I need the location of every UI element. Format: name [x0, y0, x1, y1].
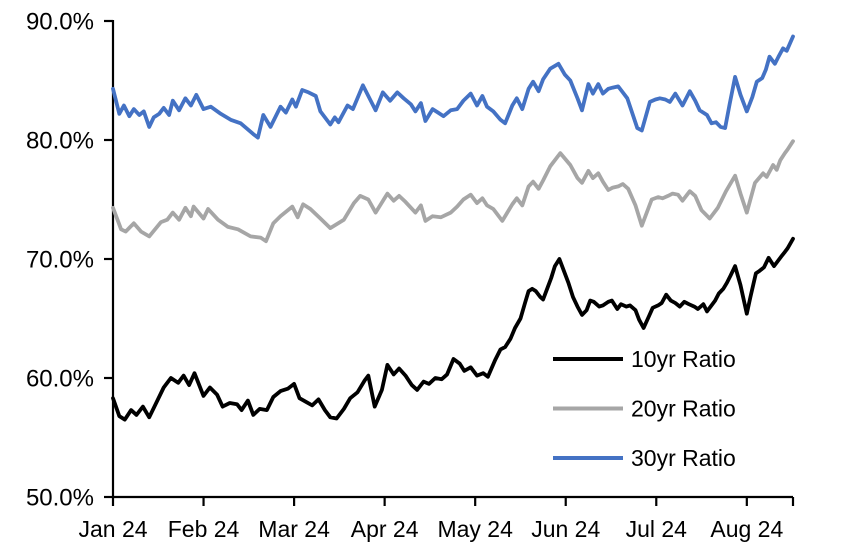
legend-item-10yr-ratio: 10yr Ratio: [553, 346, 736, 372]
series-line-20yr-ratio: [111, 139, 795, 244]
legend-label: 30yr Ratio: [631, 445, 736, 471]
legend-label: 10yr Ratio: [631, 346, 736, 372]
x-tick-label: Feb 24: [168, 516, 240, 542]
x-tick-label: Apr 24: [351, 516, 419, 542]
x-tick-label: Aug 24: [710, 516, 783, 542]
legend-item-30yr-ratio: 30yr Ratio: [553, 445, 736, 471]
x-tick-label: Jul 24: [626, 516, 688, 542]
legend-label: 20yr Ratio: [631, 396, 736, 422]
x-tick-label: Jan 24: [78, 516, 147, 542]
y-tick-label: 70.0%: [26, 247, 94, 274]
x-tick-label: Jun 24: [531, 516, 600, 542]
y-tick-label: 80.0%: [26, 128, 94, 155]
x-tick-label: Mar 24: [258, 516, 330, 542]
y-tick-label: 50.0%: [26, 485, 94, 512]
series-line-30yr-ratio: [111, 34, 795, 140]
x-tick-label: May 24: [437, 516, 513, 542]
y-tick-label: 90.0%: [26, 9, 94, 36]
y-tick-label: 60.0%: [26, 366, 94, 393]
series-line-10yr-ratio: [111, 236, 795, 422]
legend-item-20yr-ratio: 20yr Ratio: [553, 396, 736, 422]
